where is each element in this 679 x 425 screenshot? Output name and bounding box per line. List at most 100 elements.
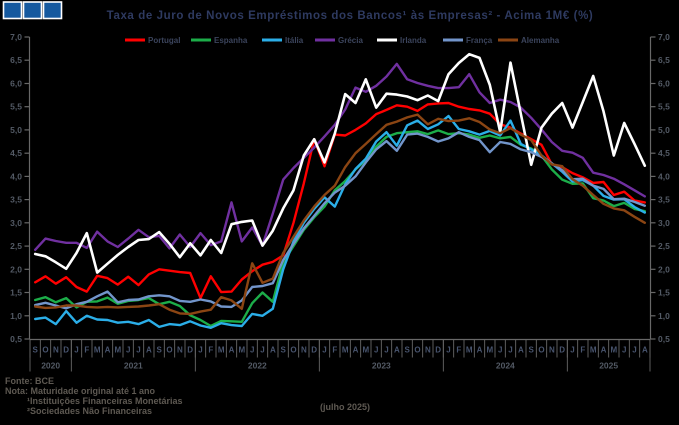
- svg-text:O: O: [414, 346, 420, 355]
- svg-text:J: J: [632, 346, 636, 355]
- svg-text:4,0: 4,0: [10, 171, 22, 181]
- svg-text:J: J: [374, 346, 378, 355]
- svg-text:M: M: [466, 346, 473, 355]
- svg-text:(julho 2025): (julho 2025): [320, 402, 370, 412]
- svg-text:D: D: [187, 346, 193, 355]
- svg-text:M: M: [94, 346, 101, 355]
- svg-text:M: M: [362, 346, 369, 355]
- svg-text:M: M: [114, 346, 121, 355]
- svg-text:D: D: [63, 346, 69, 355]
- svg-text:O: O: [538, 346, 544, 355]
- svg-text:F: F: [456, 346, 461, 355]
- svg-text:2,0: 2,0: [10, 264, 22, 274]
- svg-text:F: F: [332, 346, 337, 355]
- svg-text:A: A: [353, 346, 359, 355]
- svg-text:S: S: [156, 346, 162, 355]
- svg-text:J: J: [136, 346, 140, 355]
- svg-text:N: N: [301, 346, 307, 355]
- svg-text:6,5: 6,5: [10, 55, 22, 65]
- svg-text:S: S: [404, 346, 410, 355]
- svg-text:6,0: 6,0: [10, 79, 22, 89]
- svg-text:J: J: [446, 346, 450, 355]
- svg-text:2024: 2024: [496, 361, 515, 371]
- svg-text:A: A: [518, 346, 524, 355]
- svg-text:S: S: [32, 346, 38, 355]
- svg-text:A: A: [229, 346, 235, 355]
- svg-text:2,0: 2,0: [658, 264, 670, 274]
- svg-text:Irlanda: Irlanda: [400, 36, 427, 45]
- svg-text:F: F: [84, 346, 89, 355]
- svg-text:A: A: [105, 346, 111, 355]
- svg-text:2023: 2023: [372, 361, 391, 371]
- svg-text:A: A: [477, 346, 483, 355]
- svg-text:M: M: [610, 346, 617, 355]
- svg-text:Taxa de Juro de Novos Emprésti: Taxa de Juro de Novos Empréstimos dos Ba…: [107, 10, 594, 22]
- svg-text:J: J: [570, 346, 574, 355]
- svg-text:M: M: [238, 346, 245, 355]
- svg-text:N: N: [53, 346, 59, 355]
- svg-text:4,5: 4,5: [658, 148, 670, 158]
- svg-text:J: J: [74, 346, 78, 355]
- svg-text:2020: 2020: [41, 361, 60, 371]
- svg-text:N: N: [425, 346, 431, 355]
- svg-text:M: M: [486, 346, 493, 355]
- svg-text:S: S: [280, 346, 286, 355]
- svg-text:M: M: [590, 346, 597, 355]
- svg-text:J: J: [498, 346, 502, 355]
- svg-text:5,5: 5,5: [10, 102, 22, 112]
- svg-text:A: A: [146, 346, 152, 355]
- svg-text:2025: 2025: [599, 361, 618, 371]
- svg-text:5,0: 5,0: [10, 125, 22, 135]
- svg-text:3,0: 3,0: [10, 218, 22, 228]
- svg-text:4,0: 4,0: [658, 171, 670, 181]
- svg-text:França: França: [466, 36, 493, 45]
- svg-text:0,5: 0,5: [658, 334, 670, 344]
- svg-text:J: J: [126, 346, 130, 355]
- svg-text:7,0: 7,0: [10, 32, 22, 42]
- svg-text:A: A: [394, 346, 400, 355]
- svg-text:N: N: [549, 346, 555, 355]
- svg-text:3,5: 3,5: [10, 195, 22, 205]
- svg-text:5,5: 5,5: [658, 102, 670, 112]
- svg-text:1,5: 1,5: [10, 288, 22, 298]
- svg-text:N: N: [177, 346, 183, 355]
- svg-text:O: O: [42, 346, 48, 355]
- svg-text:A: A: [642, 346, 648, 355]
- svg-text:J: J: [384, 346, 388, 355]
- svg-text:Alemanha: Alemanha: [521, 36, 560, 45]
- svg-text:3,5: 3,5: [658, 195, 670, 205]
- svg-text:F: F: [580, 346, 585, 355]
- svg-text:M: M: [218, 346, 225, 355]
- svg-text:¹Instituições Financeiras Mone: ¹Instituições Financeiras Monetárias: [27, 396, 183, 406]
- svg-text:1,0: 1,0: [658, 311, 670, 321]
- svg-text:D: D: [435, 346, 441, 355]
- svg-text:J: J: [260, 346, 264, 355]
- svg-text:5,0: 5,0: [658, 125, 670, 135]
- svg-text:J: J: [622, 346, 626, 355]
- svg-text:Portugal: Portugal: [148, 36, 180, 45]
- svg-text:2,5: 2,5: [10, 241, 22, 251]
- svg-text:S: S: [528, 346, 534, 355]
- svg-text:Itália: Itália: [285, 36, 304, 45]
- svg-text:F: F: [208, 346, 213, 355]
- svg-text:J: J: [322, 346, 326, 355]
- svg-text:A: A: [270, 346, 276, 355]
- svg-text:O: O: [166, 346, 172, 355]
- svg-text:4,5: 4,5: [10, 148, 22, 158]
- svg-text:Fonte: BCE: Fonte: BCE: [5, 376, 54, 386]
- svg-text:1,0: 1,0: [10, 311, 22, 321]
- svg-text:J: J: [250, 346, 254, 355]
- svg-text:Grécia: Grécia: [338, 36, 363, 45]
- svg-text:6,0: 6,0: [658, 79, 670, 89]
- svg-text:O: O: [290, 346, 296, 355]
- svg-text:3,0: 3,0: [658, 218, 670, 228]
- svg-text:D: D: [311, 346, 317, 355]
- svg-text:2,5: 2,5: [658, 241, 670, 251]
- svg-text:2021: 2021: [124, 361, 143, 371]
- svg-text:A: A: [601, 346, 607, 355]
- svg-text:M: M: [342, 346, 349, 355]
- svg-text:0,5: 0,5: [10, 334, 22, 344]
- svg-text:6,5: 6,5: [658, 55, 670, 65]
- svg-text:Nota: Maturidade original até: Nota: Maturidade original até 1 ano: [5, 386, 156, 396]
- svg-text:2022: 2022: [248, 361, 267, 371]
